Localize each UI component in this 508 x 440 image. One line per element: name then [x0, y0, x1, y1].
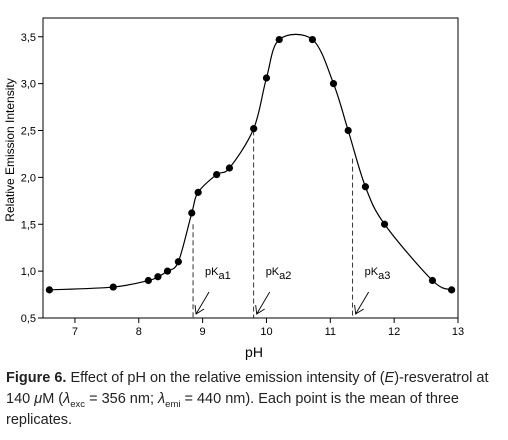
y-tick-label: 0,5 [21, 313, 36, 325]
plot-border [42, 17, 459, 319]
pka-label-base: pK [266, 266, 280, 278]
data-point [154, 273, 162, 281]
pka-label: pKa3 [365, 266, 391, 282]
y-tick-label: 1,0 [21, 266, 36, 278]
caption-text-1: Effect of pH on the relative emission in… [70, 370, 385, 386]
data-point [163, 267, 172, 275]
data-point [174, 258, 182, 266]
pka-arrow [256, 291, 271, 315]
data-point [144, 276, 152, 285]
pka-arrowhead [194, 304, 205, 315]
series-curve [49, 33, 452, 291]
data-point [45, 286, 53, 294]
pka-arrowhead [255, 304, 265, 315]
pka-label: pKa2 [266, 266, 292, 282]
data-point [225, 164, 234, 172]
y-tick-label: 3,0 [21, 79, 36, 91]
caption-mu: μ [34, 391, 43, 407]
x-tick-label: 7 [72, 326, 78, 338]
pka-guides: pKa1 pKa2 pKa3 [192, 130, 391, 318]
y-tick-label: 1,5 [21, 219, 36, 231]
data-point [361, 183, 370, 191]
y-tick-label: 2,5 [21, 126, 36, 138]
x-tick-label: 10 [260, 326, 272, 338]
x-tick-label: 8 [136, 326, 142, 338]
y-axis-label: Relative Emission Intensity [3, 78, 17, 221]
data-point [109, 283, 117, 291]
caption-text-3: M ( [42, 391, 64, 407]
pka-arrow [195, 291, 210, 315]
emission-chart: 7 8 9 10 11 12 13 0,5 1,0 1,5 2,0 2,5 3,0 3,5 pH Rel… [3, 17, 464, 360]
pka-label-base: pK [365, 266, 379, 278]
pka-label-sub: a1 [219, 270, 231, 282]
data-point [250, 125, 258, 133]
plot-frame [42, 17, 459, 319]
data-point [213, 170, 221, 179]
caption-text-5: = 440 nm). Each point is the mean of thr… [6, 391, 459, 428]
x-tick-label: 9 [200, 326, 206, 338]
data-point [428, 276, 437, 285]
data-point [275, 35, 283, 44]
caption-isomer: E [384, 370, 395, 386]
figure-caption: Figure 6. Effect of pH on the relative e… [6, 368, 502, 431]
caption-sub-exc: exc [70, 398, 86, 410]
pka-label-sub: a3 [378, 270, 390, 282]
caption-text-4: = 356 nm; [85, 391, 159, 407]
pka-label-sub: a2 [279, 270, 291, 282]
y-axis: 0,5 1,0 1,5 2,0 2,5 3,0 3,5 [21, 32, 43, 325]
pka-arrowhead [354, 304, 364, 315]
pka-arrow [355, 291, 370, 315]
y-tick-label: 2,0 [21, 172, 36, 184]
data-point [380, 220, 389, 228]
caption-lambda-emi: λ [158, 391, 166, 407]
x-axis: 7 8 9 10 11 12 13 [72, 318, 464, 338]
caption-label: Figure 6. [6, 370, 67, 386]
caption-lambda-exc: λ [63, 391, 71, 407]
x-tick-label: 12 [388, 326, 400, 338]
data-point [308, 35, 317, 44]
x-tick-label: 11 [325, 326, 336, 338]
caption-text-2: )-resveratrol at 140 [6, 370, 489, 407]
data-point [344, 126, 352, 135]
data-point [188, 209, 196, 217]
data-point [262, 74, 271, 82]
y-tick-label: 3,5 [21, 32, 36, 44]
x-tick-label: 13 [452, 326, 464, 338]
data-point [194, 188, 202, 196]
data-point [329, 80, 338, 88]
series-points [45, 35, 456, 294]
pka-label: pKa1 [205, 266, 231, 282]
data-point [448, 286, 456, 294]
x-axis-label: pH [245, 344, 263, 360]
caption-sub-emi: emi [165, 398, 181, 410]
pka-label-base: pK [205, 266, 219, 278]
